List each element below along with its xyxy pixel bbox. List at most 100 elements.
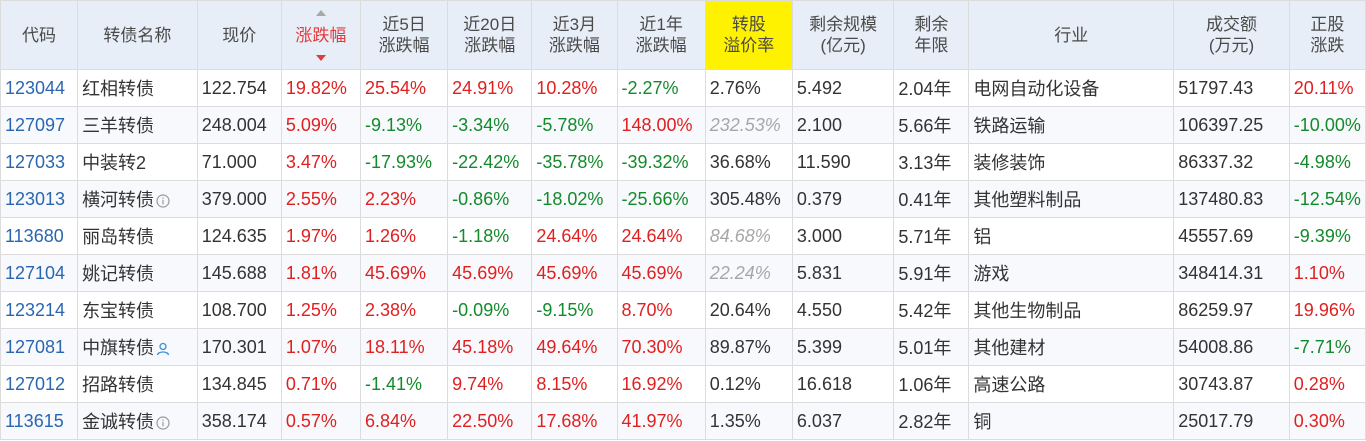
column-header-sublabel: 涨跌幅 — [378, 36, 430, 55]
cell-size: 6.037 — [791, 402, 895, 440]
table-row[interactable]: 123214 东宝转债 108.700 1.25% 2.38% -0.09% -9.15% 8… — [0, 291, 1366, 329]
cell-chg5d: -17.93% — [359, 143, 449, 181]
cell-chg: 0.57% — [280, 402, 361, 440]
cell-name[interactable]: 中旗转债 — [77, 328, 198, 366]
bond-name-text: 中旗转债 — [82, 338, 155, 358]
bond-name: 红相转债 — [82, 75, 154, 101]
cell-chg3m: 24.64% — [531, 217, 618, 255]
column-header-code[interactable]: 代码 — [0, 0, 79, 70]
cell-code[interactable]: 127081 — [0, 328, 79, 366]
table-row[interactable]: 123044 红相转债 122.754 19.82% 25.54% 24.91% 10.28… — [0, 69, 1366, 107]
cell-price: 145.688 — [196, 254, 282, 292]
table-row[interactable]: 123013 横河转债 379.000 2.55% 2.23% -0.86% -18.02%… — [0, 180, 1366, 218]
column-header-chg3m[interactable]: 近3月 涨跌幅 — [531, 0, 618, 70]
cell-chg5d: -9.13% — [359, 106, 449, 144]
column-header-label: 剩余 — [914, 15, 949, 34]
info-icon[interactable] — [156, 192, 170, 208]
table-row[interactable]: 127012 招路转债 134.845 0.71% -1.41% 9.74% 8.15% 16… — [0, 365, 1366, 403]
cell-code[interactable]: 113615 — [0, 402, 79, 440]
table-row[interactable]: 113680 丽岛转债 124.635 1.97% 1.26% -1.18% 24.64% 2… — [0, 217, 1366, 255]
column-header-name[interactable]: 转债名称 — [77, 0, 198, 70]
column-header-chg5d[interactable]: 近5日 涨跌幅 — [359, 0, 449, 70]
cell-name[interactable]: 姚记转债 — [77, 254, 198, 292]
cell-premium: 1.35% — [704, 402, 793, 440]
table-row[interactable]: 127104 姚记转债 145.688 1.81% 45.69% 45.69% 45.69%… — [0, 254, 1366, 292]
cell-name[interactable]: 红相转债 — [77, 69, 198, 107]
cell-turnover: 30743.87 — [1173, 365, 1290, 403]
column-header-industry[interactable]: 行业 — [968, 0, 1175, 70]
bond-name: 丽岛转债 — [82, 223, 154, 249]
cell-name[interactable]: 三羊转债 — [77, 106, 198, 144]
cell-stock_chg: -7.71% — [1288, 328, 1366, 366]
cell-chg1y: 45.69% — [616, 254, 706, 292]
table-row[interactable]: 127033 中装转2 71.000 3.47% -17.93% -22.42% -35.7… — [0, 143, 1366, 181]
cell-code[interactable]: 127097 — [0, 106, 79, 144]
bond-name: 中装转2 — [82, 149, 146, 175]
table-row[interactable]: 127097 三羊转债 248.004 5.09% -9.13% -3.34% -5.78%… — [0, 106, 1366, 144]
cell-chg: 1.81% — [280, 254, 361, 292]
cell-years: 0.41年 — [893, 180, 970, 218]
cell-name[interactable]: 丽岛转债 — [77, 217, 198, 255]
cell-name[interactable]: 横河转债 — [77, 180, 198, 218]
table-row[interactable]: 113615 金诚转债 358.174 0.57% 6.84% 22.50% 17.68% 4… — [0, 402, 1366, 440]
cell-turnover: 51797.43 — [1173, 69, 1290, 107]
column-header-size[interactable]: 剩余规模 (亿元) — [791, 0, 895, 70]
cell-stock_chg: -12.54% — [1288, 180, 1366, 218]
cell-years: 5.01年 — [893, 328, 970, 366]
cell-chg20d: -1.18% — [447, 217, 533, 255]
column-header-stock_chg[interactable]: 正股 涨跌 — [1288, 0, 1366, 70]
cell-name[interactable]: 东宝转债 — [77, 291, 198, 329]
cell-chg3m: -9.15% — [531, 291, 618, 329]
cell-chg: 1.25% — [280, 291, 361, 329]
cell-chg5d: 25.54% — [359, 69, 449, 107]
cell-code[interactable]: 123214 — [0, 291, 79, 329]
column-header-price[interactable]: 现价 — [196, 0, 282, 70]
sort-desc-arrow-icon[interactable] — [315, 55, 326, 61]
column-header-label: 近3月 — [552, 15, 597, 34]
cell-chg: 1.97% — [280, 217, 361, 255]
column-header-chg20d[interactable]: 近20日 涨跌幅 — [447, 0, 533, 70]
column-header-turnover[interactable]: 成交额 (万元) — [1173, 0, 1290, 70]
cell-chg3m: -5.78% — [531, 106, 618, 144]
column-header-label: 涨跌幅 — [295, 25, 347, 45]
cell-name[interactable]: 招路转债 — [77, 365, 198, 403]
column-header-premium[interactable]: 转股 溢价率 — [704, 0, 793, 70]
cell-turnover: 348414.31 — [1173, 254, 1290, 292]
column-header-chg1y[interactable]: 近1年 涨跌幅 — [616, 0, 706, 70]
cell-chg5d: 2.23% — [359, 180, 449, 218]
cell-code[interactable]: 127012 — [0, 365, 79, 403]
cell-stock_chg: -4.98% — [1288, 143, 1366, 181]
column-header-label: 成交额 — [1206, 15, 1257, 34]
cell-chg: 3.47% — [280, 143, 361, 181]
cell-chg1y: -39.32% — [616, 143, 706, 181]
cell-chg5d: 6.84% — [359, 402, 449, 440]
cell-industry: 游戏 — [968, 254, 1175, 292]
column-header-chg[interactable]: 涨跌幅 — [280, 0, 361, 70]
cell-code[interactable]: 127033 — [0, 143, 79, 181]
cell-code[interactable]: 127104 — [0, 254, 79, 292]
sort-asc-arrow-icon[interactable] — [315, 10, 326, 16]
bond-name: 三羊转债 — [82, 112, 154, 138]
table-row[interactable]: 127081 中旗转债 170.301 1.07% 18.11% 45.18% 49.64%… — [0, 328, 1366, 366]
bond-name-text: 红相转债 — [82, 79, 155, 99]
cell-name[interactable]: 中装转2 — [77, 143, 198, 181]
cell-code[interactable]: 123013 — [0, 180, 79, 218]
column-header-years[interactable]: 剩余 年限 — [893, 0, 970, 70]
column-header-label: 剩余规模 — [809, 15, 878, 34]
column-header-sublabel: 涨跌 — [1310, 36, 1345, 55]
bond-name-text: 东宝转债 — [82, 301, 155, 321]
cell-stock_chg: 0.30% — [1288, 402, 1366, 440]
cell-name[interactable]: 金诚转债 — [77, 402, 198, 440]
info-icon[interactable] — [156, 414, 170, 430]
cell-premium: 0.12% — [704, 365, 793, 403]
cell-chg5d: -1.41% — [359, 365, 449, 403]
cell-price: 170.301 — [196, 328, 282, 366]
cell-code[interactable]: 113680 — [0, 217, 79, 255]
cell-stock_chg: -9.39% — [1288, 217, 1366, 255]
cell-industry: 其他建材 — [968, 328, 1175, 366]
cell-industry: 装修装饰 — [968, 143, 1175, 181]
cell-size: 0.379 — [791, 180, 895, 218]
cell-turnover: 86259.97 — [1173, 291, 1290, 329]
person-icon[interactable] — [156, 340, 170, 356]
cell-code[interactable]: 123044 — [0, 69, 79, 107]
